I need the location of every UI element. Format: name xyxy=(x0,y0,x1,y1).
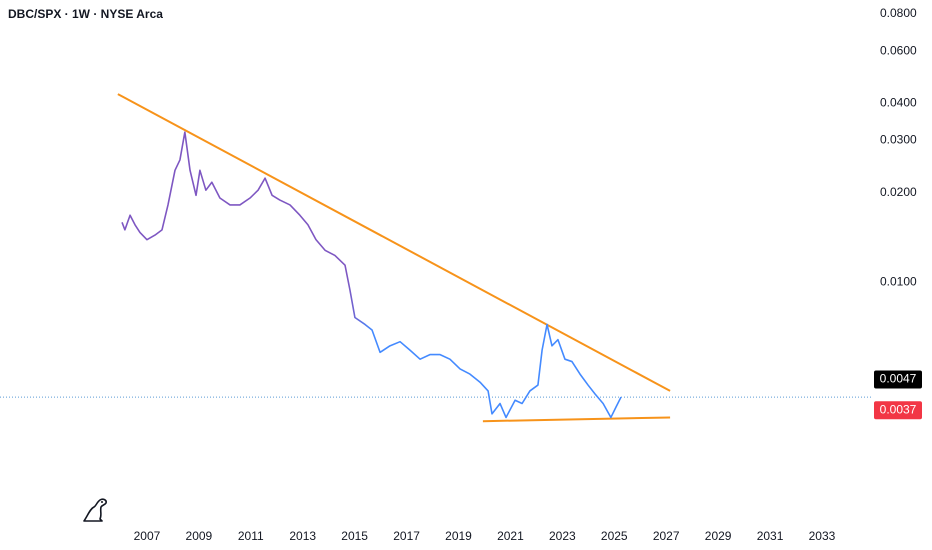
price-label-box xyxy=(874,401,922,420)
x-tick-label: 2009 xyxy=(186,529,213,543)
price-label-box xyxy=(874,370,922,389)
x-tick-label: 2031 xyxy=(757,529,784,543)
y-tick-label: 0.0800 xyxy=(880,6,917,20)
x-tick-label: 2015 xyxy=(341,529,368,543)
price-series xyxy=(121,131,622,419)
y-tick-label: 0.0600 xyxy=(880,43,917,57)
price-label: 0.0037 xyxy=(880,402,917,416)
trendline xyxy=(482,416,671,423)
x-tick-label: 2023 xyxy=(549,529,576,543)
x-tick-label: 2033 xyxy=(809,529,836,543)
x-tick-label: 2027 xyxy=(653,529,680,543)
y-tick-label: 0.0400 xyxy=(880,96,917,110)
x-tick-label: 2013 xyxy=(289,529,316,543)
logo xyxy=(83,498,107,522)
trendline xyxy=(117,93,671,392)
chart-title: DBC/SPX · 1W · NYSE Arca xyxy=(8,7,163,21)
x-tick-label: 2021 xyxy=(497,529,524,543)
x-tick-label: 2011 xyxy=(238,529,264,543)
x-tick-label: 2017 xyxy=(393,529,420,543)
price-label: 0.0047 xyxy=(880,372,917,386)
x-tick-label: 2025 xyxy=(601,529,628,543)
x-tick-label: 2019 xyxy=(445,529,472,543)
y-tick-label: 0.0100 xyxy=(880,274,917,288)
y-tick-label: 0.0300 xyxy=(880,133,917,147)
y-tick-label: 0.0200 xyxy=(880,185,917,199)
x-tick-label: 2007 xyxy=(134,529,161,543)
x-tick-label: 2029 xyxy=(705,529,732,543)
